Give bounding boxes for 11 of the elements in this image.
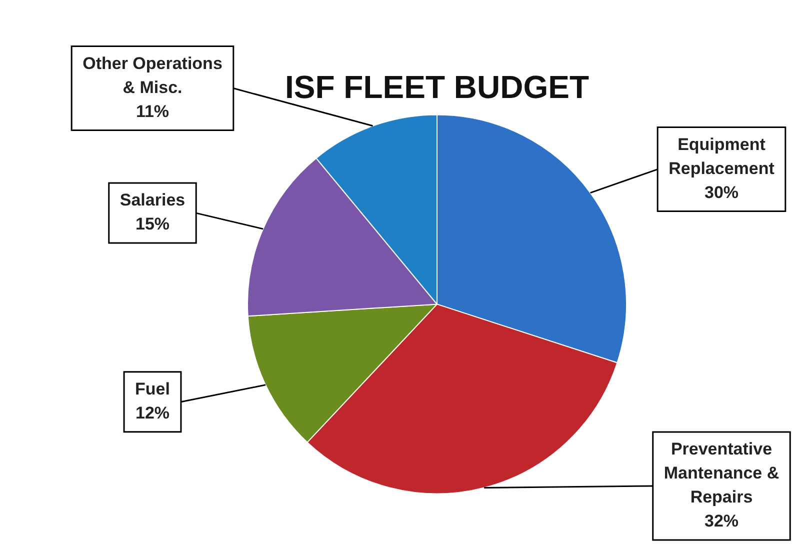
slice-label: Fuel [135, 380, 170, 399]
data-label: 32% [704, 512, 739, 531]
slice-label: Preventative Mantenance & Repairs [664, 440, 780, 507]
chart-title: ISF FLEET BUDGET [285, 69, 590, 106]
data-label: 11% [136, 102, 170, 121]
slice-label: Salaries [120, 190, 186, 210]
data-label: 12% [135, 404, 170, 423]
slice-label: Other Operations & Misc. [82, 54, 222, 97]
data-label: 15% [135, 214, 170, 234]
data-label: 30% [704, 182, 739, 202]
slice-label: Equipment Replacement [668, 134, 775, 178]
